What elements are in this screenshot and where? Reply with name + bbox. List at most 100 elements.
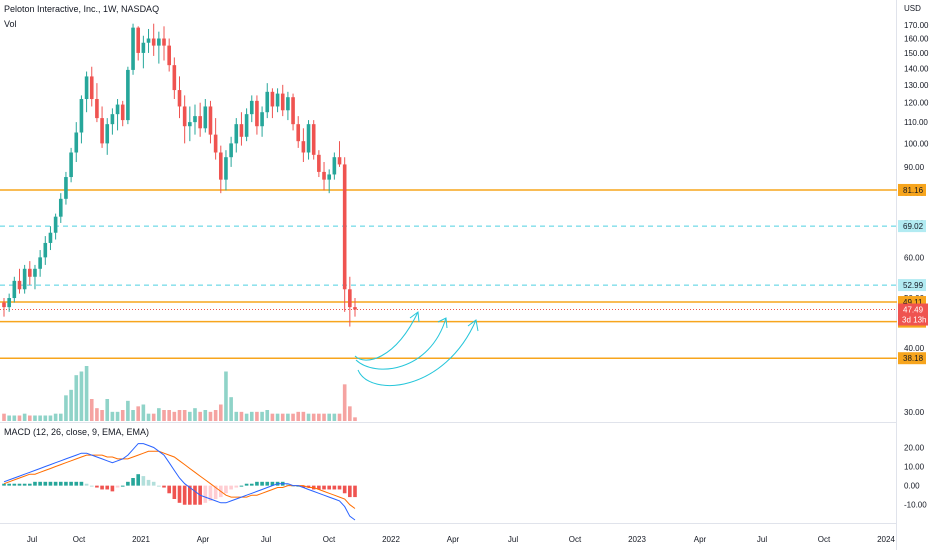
symbol-title[interactable]: Peloton Interactive, Inc., 1W, NASDAQ	[4, 4, 160, 14]
candle-body	[234, 124, 239, 144]
macd-histogram-bar	[182, 485, 187, 505]
price-tick-label: 170.00	[904, 21, 929, 30]
macd-line	[3, 443, 356, 521]
time-tick-label: Apr	[197, 535, 210, 544]
macd-histogram-bar	[33, 481, 37, 486]
candle-body	[157, 38, 161, 46]
macd-histogram-bar	[291, 485, 295, 487]
macd-histogram-bar	[151, 481, 156, 486]
volume-bar	[126, 400, 130, 421]
volume-bar	[224, 371, 228, 421]
volume-bar	[353, 417, 357, 421]
candle-body	[291, 97, 295, 125]
macd-histogram-bar	[203, 485, 208, 503]
macd-histogram-bar	[141, 476, 146, 486]
level-label-text: 69.02	[903, 222, 924, 231]
volume-bar	[69, 389, 73, 421]
macd-histogram-bar	[126, 481, 130, 486]
macd-label[interactable]: MACD (12, 26, close, 9, EMA, EMA)	[4, 427, 150, 437]
macd-histogram-bar	[213, 485, 218, 499]
candle-body	[208, 106, 213, 135]
volume-bar	[177, 410, 182, 421]
volume-bar	[131, 410, 135, 421]
candle-body	[17, 280, 22, 290]
volume-bar	[172, 411, 177, 421]
time-tick-label: Jul	[757, 535, 767, 544]
macd-histogram-bar	[301, 485, 306, 488]
macd-histogram-bar	[2, 483, 6, 486]
candle-body	[244, 114, 249, 137]
volume-bar	[151, 413, 156, 421]
arrow-head	[409, 311, 420, 323]
candle-body	[58, 198, 63, 217]
volume-bar	[22, 413, 27, 421]
macd-histogram-bar	[229, 485, 233, 490]
macd-histogram-bar	[177, 485, 182, 503]
volume-bar	[105, 399, 110, 421]
time-axis[interactable]: Jul Oct 2021 Apr Jul Oct 2022 Apr Jul Oct 2023 Apr J…	[27, 535, 896, 544]
macd-histogram-bar	[270, 481, 275, 486]
volume-bar	[48, 415, 53, 421]
level-label-text: 81.16	[903, 186, 924, 195]
macd-histogram-bar	[188, 485, 192, 505]
macd-histogram-bar	[48, 481, 53, 486]
price-candles[interactable]	[2, 23, 357, 327]
macd-histogram-bar	[172, 485, 177, 499]
candle-body	[317, 154, 321, 172]
macd-histogram-bar	[317, 485, 321, 490]
macd-tick-label: 0.00	[904, 482, 920, 491]
macd-histogram-bar	[115, 485, 120, 488]
volume-bar	[95, 408, 99, 421]
volume-bar	[342, 384, 347, 421]
volume-label[interactable]: Vol	[4, 19, 17, 29]
level-label-text: 52.99	[903, 281, 924, 290]
candle-body	[100, 118, 104, 144]
macd-histogram-bar	[38, 481, 42, 486]
macd-histogram-bar	[53, 481, 58, 486]
candle-body	[198, 116, 202, 129]
candle-body	[2, 302, 6, 308]
time-tick-label: Jul	[27, 535, 37, 544]
candle-body	[306, 124, 311, 153]
volume-bar	[291, 413, 295, 421]
macd-histogram-bar	[234, 485, 239, 488]
current-price-text: 47.49	[903, 306, 924, 315]
volume-bar	[120, 410, 125, 421]
currency-label[interactable]: USD	[904, 4, 921, 13]
macd-histogram-bar	[342, 485, 347, 494]
macd-histogram-bar	[74, 481, 79, 486]
candle-body	[337, 157, 342, 165]
price-axis[interactable]: 170.00 160.00 150.00 140.00 130.00 120.00 110.…	[898, 21, 929, 417]
time-tick-label: Jul	[261, 535, 271, 544]
volume-bar	[79, 371, 84, 421]
time-tick-label: 2021	[132, 535, 150, 544]
macd-histogram-bar	[255, 481, 259, 486]
volume-bar	[317, 413, 321, 421]
price-tick-label: 60.00	[904, 253, 925, 262]
candle-body	[218, 152, 223, 180]
arrow-curve	[355, 317, 447, 370]
macd-histogram-bar	[95, 485, 99, 488]
volume-bar	[157, 408, 161, 421]
candle-body	[327, 174, 331, 180]
volume-bar	[84, 366, 89, 421]
arrow-curve	[357, 319, 477, 387]
time-tick-label: 2024	[877, 535, 895, 544]
candle-body	[332, 157, 337, 175]
volume-bar	[218, 404, 223, 421]
candle-body	[105, 124, 110, 144]
candle-body	[255, 100, 259, 127]
macd-histogram-bar	[17, 483, 22, 486]
time-tick-label: 2022	[382, 535, 400, 544]
candle-body	[353, 307, 357, 310]
macd-histogram-bar	[249, 483, 254, 486]
macd-histogram-bar	[12, 483, 17, 486]
candle-body	[342, 164, 347, 290]
macd-histogram-bar	[332, 485, 337, 490]
volume-bar	[306, 413, 311, 421]
candle-body	[33, 268, 37, 277]
macd-histogram-bar	[43, 481, 48, 486]
candle-body	[38, 257, 42, 269]
candle-body	[348, 289, 352, 308]
